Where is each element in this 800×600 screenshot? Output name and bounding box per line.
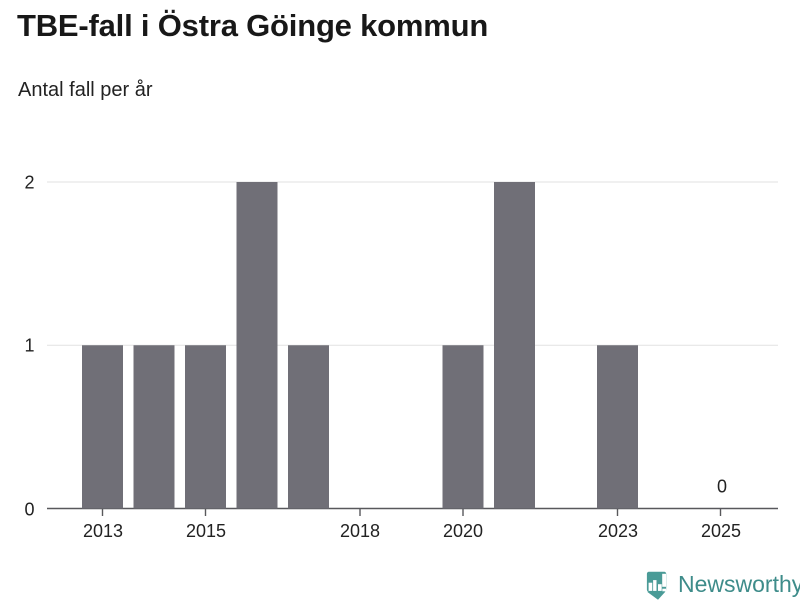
svg-text:Newsworthy: Newsworthy: [678, 571, 800, 597]
